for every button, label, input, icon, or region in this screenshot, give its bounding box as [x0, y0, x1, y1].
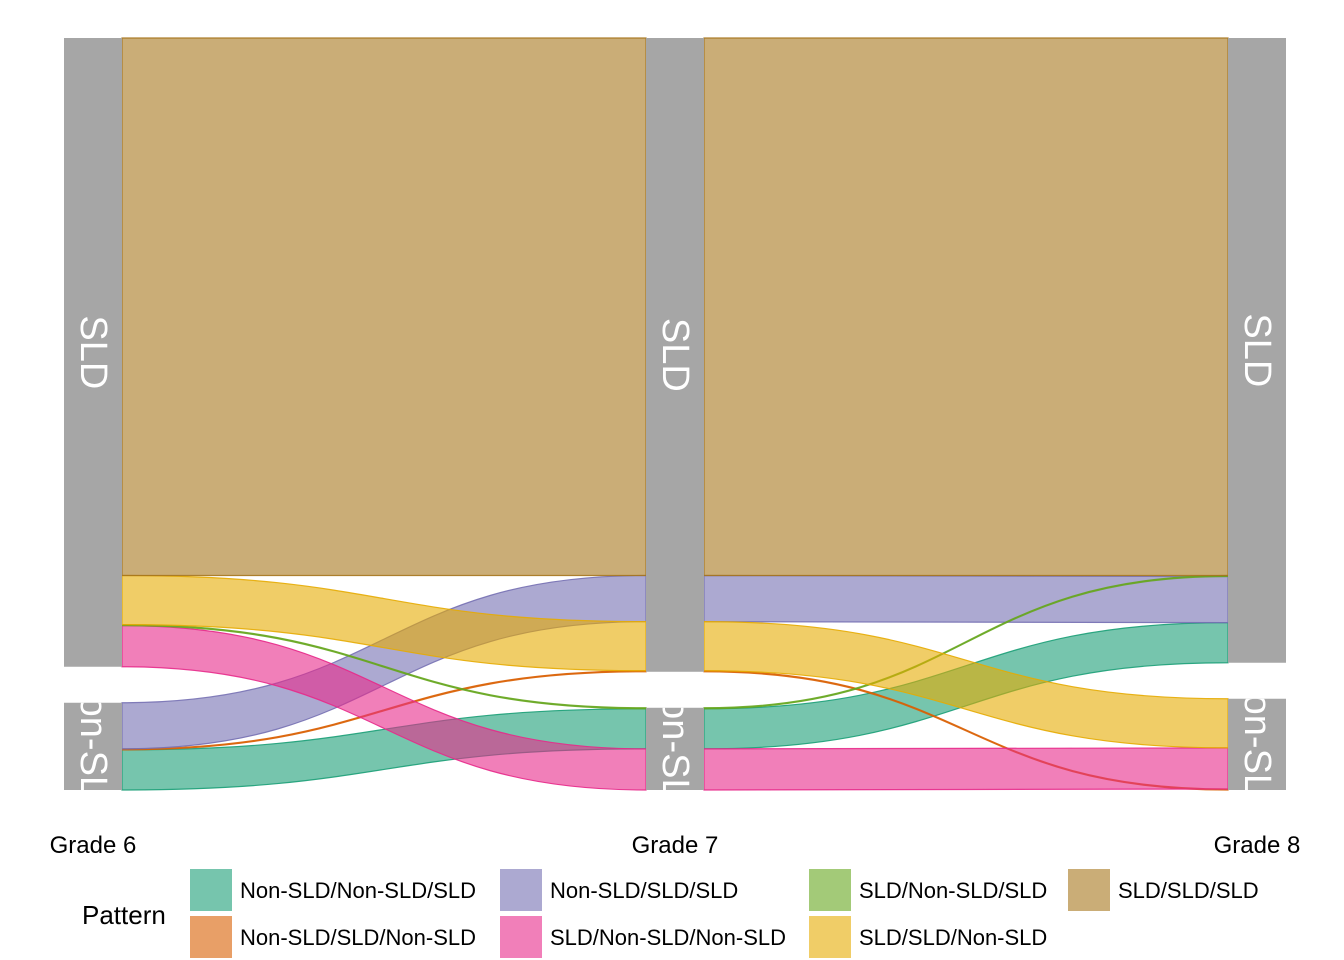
- axis-label-grade-7: Grade 7: [632, 832, 719, 859]
- stratum-grade-7-non-sld: [646, 707, 704, 790]
- legend-label-non-sld-sld-non-sld: Non-SLD/SLD/Non-SLD: [240, 925, 476, 950]
- axis-labels: Grade 6 Grade 7 Grade 8: [50, 832, 1301, 859]
- stratum-label-grade-8-sld: SLD: [1236, 313, 1278, 387]
- legend-swatch-sld-non-sld-non-sld: [500, 916, 542, 958]
- legend-label-non-sld-non-sld-sld: Non-SLD/Non-SLD/SLD: [240, 878, 476, 903]
- stratum-grade-6-non-sld: [64, 702, 122, 790]
- axis-label-grade-6: Grade 6: [50, 832, 137, 859]
- strata-layer: SLD Non-SLD SLD Non-SLD SLD Non-SLD: [64, 38, 1286, 827]
- flow-non-sld-sld-sld-segment-2: [703, 574, 1229, 624]
- axis-label-grade-8: Grade 8: [1214, 832, 1301, 859]
- stratum-label-grade-8-non-sld: Non-SLD: [1236, 666, 1278, 822]
- flow-sld-sld-sld-segment-2: [703, 37, 1229, 577]
- stratum-grade-7-sld: [646, 38, 704, 672]
- legend-label-sld-non-sld-non-sld: SLD/Non-SLD/Non-SLD: [550, 925, 786, 950]
- legend-label-sld-sld-sld: SLD/SLD/SLD: [1118, 878, 1259, 903]
- legend: Pattern Non-SLD/Non-SLD/SLD Non-SLD/SLD/N…: [82, 869, 1259, 958]
- legend-label-sld-non-sld-sld: SLD/Non-SLD/SLD: [859, 878, 1047, 903]
- stratum-label-grade-6-non-sld: Non-SLD: [72, 668, 114, 824]
- legend-swatch-sld-non-sld-sld: [809, 869, 851, 911]
- stratum-label-grade-7-non-sld: Non-SLD: [654, 671, 696, 827]
- flow-sld-non-sld-non-sld-segment-2: [703, 747, 1229, 791]
- legend-swatch-non-sld-sld-sld: [500, 869, 542, 911]
- stratum-label-grade-6-sld: SLD: [72, 315, 114, 389]
- stratum-grade-8-sld: [1228, 38, 1286, 663]
- legend-label-non-sld-sld-sld: Non-SLD/SLD/SLD: [550, 878, 738, 903]
- stratum-grade-6-sld: [64, 38, 122, 667]
- stratum-grade-8-non-sld: [1228, 698, 1286, 790]
- legend-label-sld-sld-non-sld: SLD/SLD/Non-SLD: [859, 925, 1047, 950]
- legend-swatch-non-sld-non-sld-sld: [190, 869, 232, 911]
- flows-layer: [121, 37, 1229, 791]
- legend-title: Pattern: [82, 900, 166, 930]
- stratum-label-grade-7-sld: SLD: [654, 318, 696, 392]
- legend-swatch-non-sld-sld-non-sld: [190, 916, 232, 958]
- legend-swatch-sld-sld-sld: [1068, 869, 1110, 911]
- flow-sld-sld-sld-segment-1: [121, 37, 647, 577]
- legend-swatch-sld-sld-non-sld: [809, 916, 851, 958]
